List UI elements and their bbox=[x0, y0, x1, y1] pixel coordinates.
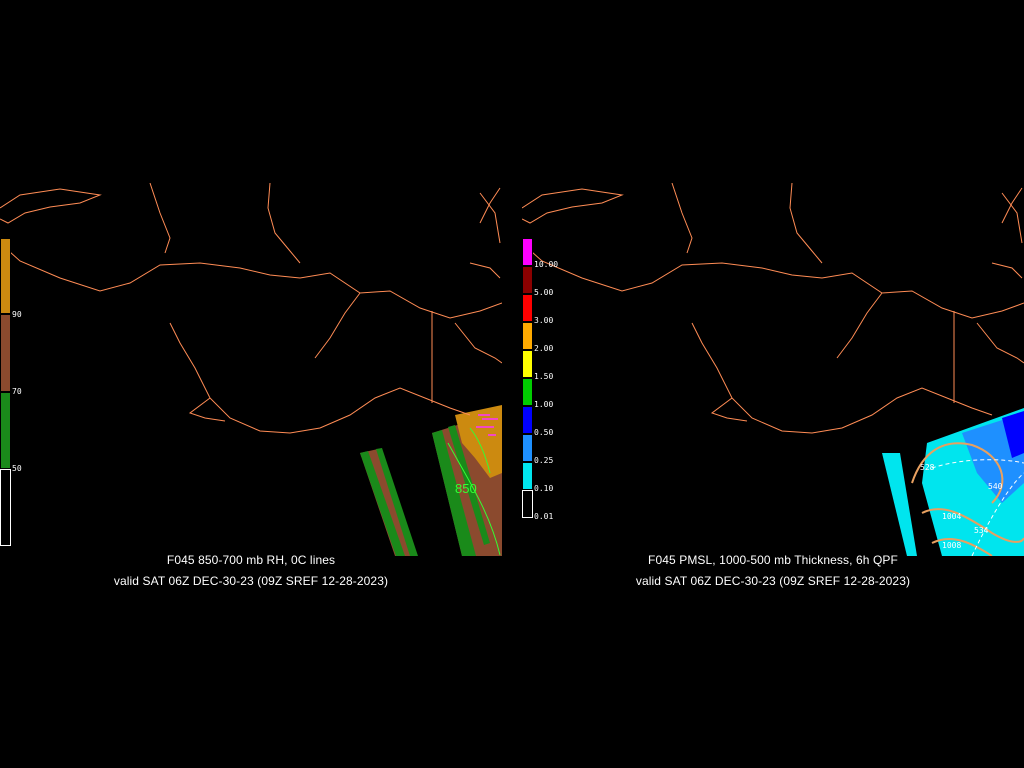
qpf-map: 528 540 1004 1008 534 bbox=[522, 183, 1024, 556]
contour-label: 1008 bbox=[942, 541, 961, 550]
legend-seg bbox=[522, 462, 533, 490]
legend-label: 2.00 bbox=[534, 344, 554, 353]
contour-label-850: 850 bbox=[455, 481, 477, 496]
legend-label: 1.00 bbox=[534, 400, 554, 409]
rh-map-panel: 850 bbox=[0, 183, 502, 556]
rh-map: 850 bbox=[0, 183, 502, 556]
contour-label: 528 bbox=[920, 463, 935, 472]
legend-seg bbox=[522, 490, 533, 518]
legend-seg bbox=[522, 378, 533, 406]
legend-seg bbox=[522, 294, 533, 322]
legend-seg bbox=[522, 322, 533, 350]
rh-band-west-edge2 bbox=[376, 448, 418, 556]
rh-band-west-edge bbox=[360, 451, 405, 556]
legend-seg bbox=[522, 406, 533, 434]
rh-band-east-green2 bbox=[448, 425, 490, 545]
legend-label: 50 bbox=[12, 464, 22, 473]
legend-label: 90 bbox=[12, 310, 22, 319]
legend-label: 1.50 bbox=[534, 372, 554, 381]
contour-label: 534 bbox=[974, 526, 989, 535]
zero-c-line-2 bbox=[469, 427, 491, 474]
legend-seg-1 bbox=[0, 238, 11, 314]
left-map-subtitle: valid SAT 06Z DEC-30-23 (09Z SREF 12-28-… bbox=[113, 574, 389, 588]
contour-label: 1004 bbox=[942, 512, 961, 521]
thickness-contours bbox=[931, 459, 1024, 556]
rh-color-legend: 90 70 50 bbox=[0, 238, 22, 546]
zero-c-line bbox=[447, 442, 501, 556]
contour-label: 540 bbox=[988, 482, 1003, 491]
legend-seg bbox=[522, 350, 533, 378]
qpf-blue-area-2 bbox=[1002, 411, 1024, 458]
legend-label: 3.00 bbox=[534, 316, 554, 325]
legend-label: 5.00 bbox=[534, 288, 554, 297]
left-map-title: F045 850-700 mb RH, 0C lines bbox=[166, 553, 336, 567]
legend-label: 0.25 bbox=[534, 456, 554, 465]
legend-label: 70 bbox=[12, 387, 22, 396]
qpf-map-panel: 528 540 1004 1008 534 bbox=[522, 183, 1024, 556]
legend-seg-3 bbox=[0, 392, 11, 469]
qpf-color-legend: 10.00 5.00 3.00 2.00 1.50 1.00 0.50 0.25 0.10 0.0… bbox=[522, 238, 558, 546]
qpf-cyan-area bbox=[882, 453, 917, 556]
legend-seg-2 bbox=[0, 314, 11, 392]
pmsl-contours bbox=[911, 442, 1024, 556]
legend-seg bbox=[522, 434, 533, 462]
rh-labels-cluster bbox=[476, 414, 498, 436]
legend-seg-4 bbox=[0, 469, 11, 546]
rh-band-east-green bbox=[432, 430, 476, 556]
legend-label: 0.01 bbox=[534, 512, 554, 521]
right-map-title: F045 PMSL, 1000-500 mb Thickness, 6h QPF bbox=[648, 553, 898, 567]
legend-label: 0.50 bbox=[534, 428, 554, 437]
legend-label: 10.00 bbox=[534, 260, 559, 269]
legend-seg bbox=[522, 238, 533, 266]
legend-seg bbox=[522, 266, 533, 294]
right-map-subtitle: valid SAT 06Z DEC-30-23 (09Z SREF 12-28-… bbox=[635, 574, 911, 588]
coastline bbox=[522, 183, 1024, 434]
coastline bbox=[0, 183, 502, 434]
legend-label: 0.10 bbox=[534, 484, 554, 493]
